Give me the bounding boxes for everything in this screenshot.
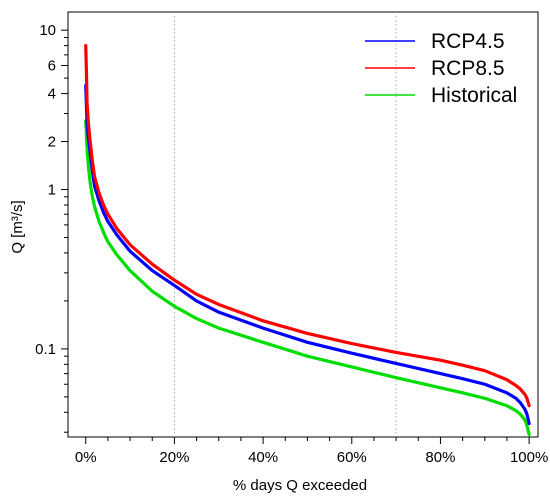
y-tick-label-5: 10 [39,22,56,39]
series-line-rcp8-5 [84,44,531,408]
series-line-rcp4-5 [84,83,531,426]
x-tick-label-1: 20% [159,449,189,466]
legend-label-rcp8-5: RCP8.5 [431,57,505,80]
x-axis-label: % days Q exceeded [233,477,367,494]
x-tick-label-3: 60% [337,449,367,466]
y-tick-label-2: 2 [48,134,56,151]
x-tick-label-2: 40% [248,449,278,466]
x-tick-label-0: 0% [75,449,97,466]
reference-lines [173,12,397,437]
y-tick-label-0: 0.1 [35,341,56,358]
y-axis-label: Q [m³/s] [9,200,26,253]
legend-label-historical: Historical [431,84,517,107]
series-group [84,44,531,437]
x-tick-label-4: 80% [425,449,455,466]
series-line-historical [84,119,531,437]
y-tick-label-4: 6 [48,58,56,75]
y-tick-label-3: 4 [48,86,56,103]
axes: 0% 20% 40% 60% 80% 100% 0.1 1 2 4 6 10 [35,22,548,466]
legend-label-rcp4-5: RCP4.5 [431,30,505,53]
x-tick-label-5: 100% [510,449,548,466]
legend: RCP4.5 RCP8.5 Historical [365,30,517,107]
y-tick-label-1: 1 [48,182,56,199]
